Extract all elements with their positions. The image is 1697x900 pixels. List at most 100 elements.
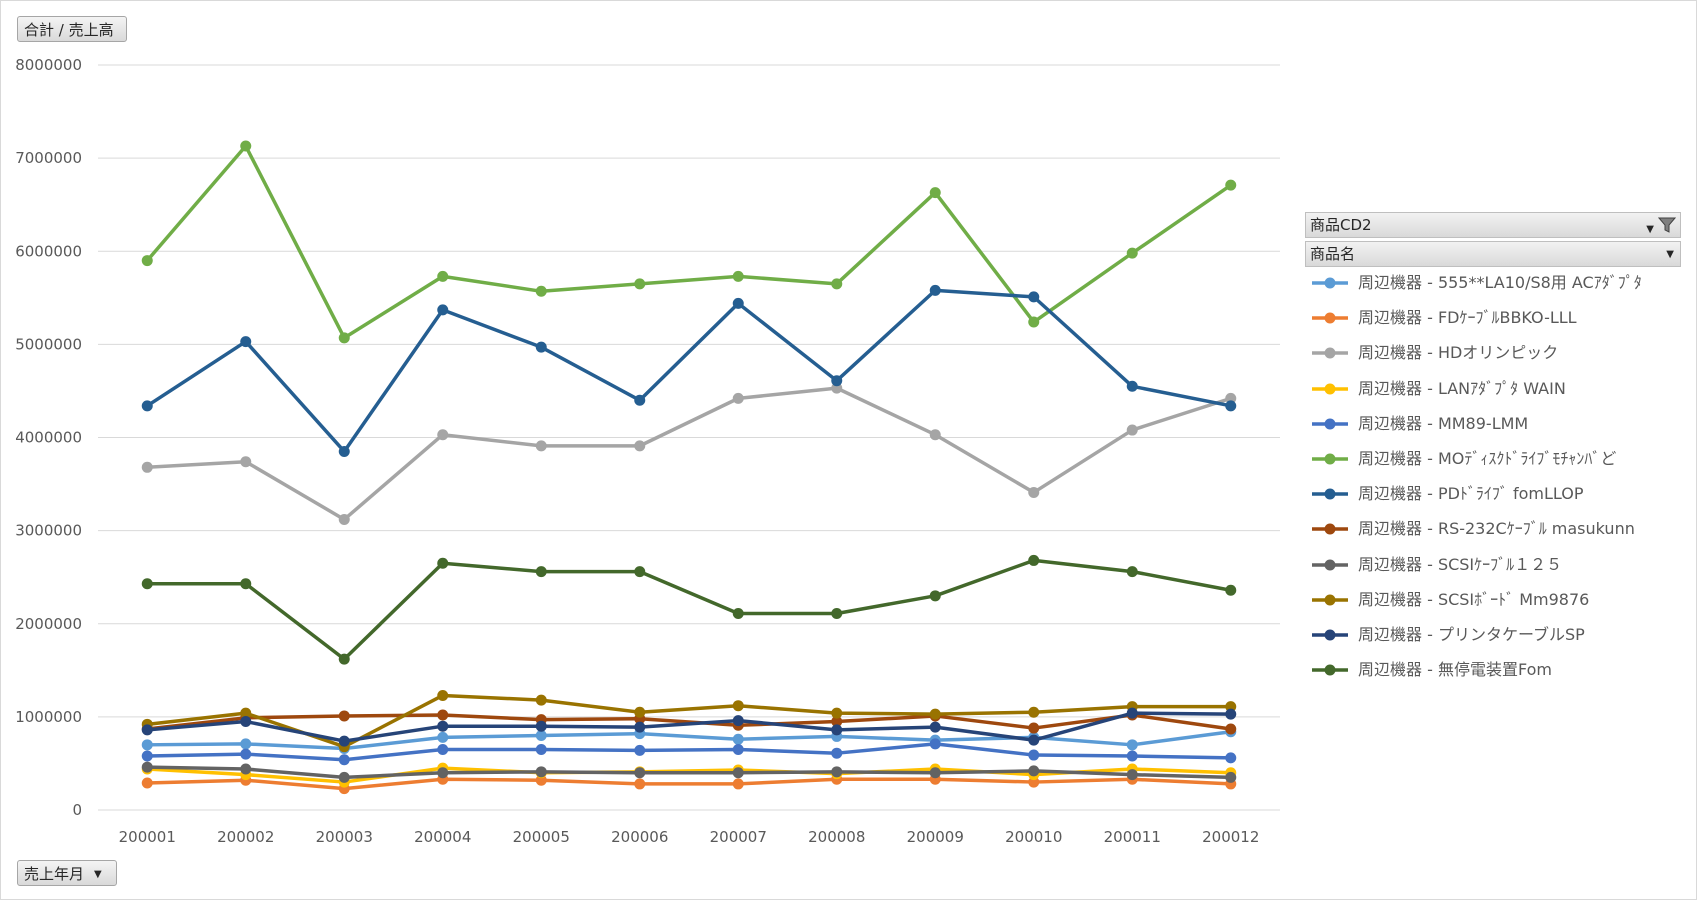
series-12 — [141, 554, 1237, 665]
data-point — [1028, 749, 1040, 761]
series-6 — [141, 140, 1237, 344]
data-point — [338, 754, 350, 766]
data-point — [141, 255, 153, 267]
data-point — [535, 730, 547, 741]
dropdown-arrow-icon: ▼ — [94, 868, 102, 880]
data-point — [141, 461, 153, 473]
data-point — [634, 744, 646, 756]
data-point — [1225, 400, 1237, 412]
legend-label: 周辺機器 - LANｱﾀﾞﾌﾟﾀ WAIN — [1358, 378, 1566, 398]
data-point — [831, 724, 843, 736]
series-lines — [141, 140, 1237, 795]
data-point — [240, 456, 252, 468]
data-point — [141, 777, 153, 789]
data-point — [535, 743, 547, 755]
data-point — [831, 278, 843, 290]
data-point — [141, 724, 153, 736]
legend-swatch-marker — [1324, 594, 1336, 606]
data-point — [1225, 723, 1237, 735]
data-point — [1126, 247, 1138, 259]
legend-swatch — [1312, 629, 1348, 641]
legend-field-cd2-button[interactable]: 商品CD2 ▼ — [1305, 212, 1681, 238]
legend-item: 周辺機器 - RS-232Cｹｰﾌﾞﾙ masukunn — [1310, 516, 1690, 542]
data-point — [1225, 752, 1237, 764]
data-point — [831, 747, 843, 759]
legend-item: 周辺機器 - MOﾃﾞｨｽｸﾄﾞﾗｲﾌﾞﾓﾁｬﾝﾊﾞど — [1310, 446, 1690, 472]
data-point — [929, 590, 941, 602]
data-point — [535, 694, 547, 706]
legend-swatch — [1312, 312, 1348, 324]
legend-label: 周辺機器 - FDｹｰﾌﾞﾙBBKO-LLL — [1358, 308, 1577, 328]
filter-icon — [1657, 216, 1677, 242]
data-point — [1028, 316, 1040, 328]
legend-label: 周辺機器 - PDﾄﾞﾗｲﾌﾞ fomLLOP — [1358, 484, 1584, 504]
legend-label: 周辺機器 - RS-232Cｹｰﾌﾞﾙ masukunn — [1358, 519, 1635, 539]
data-point — [732, 733, 744, 745]
data-point — [929, 284, 941, 296]
data-point — [1225, 771, 1237, 783]
x-tick-label: 200007 — [710, 828, 767, 846]
legend-swatch-marker — [1324, 629, 1336, 641]
legend-swatch — [1312, 523, 1348, 535]
legend-label: 周辺機器 - SCSIﾎﾞｰﾄﾞ Mm9876 — [1358, 589, 1590, 609]
data-point — [338, 710, 350, 722]
axis-field-button[interactable]: 売上年月 ▼ — [17, 860, 117, 886]
legend-label: 周辺機器 - HDオリンピック — [1358, 343, 1559, 363]
data-point — [1028, 291, 1040, 303]
legend-item: 周辺機器 - PDﾄﾞﾗｲﾌﾞ fomLLOP — [1310, 481, 1690, 507]
data-point — [732, 392, 744, 404]
legend-field-name-button[interactable]: 商品名 ▼ — [1305, 241, 1681, 267]
legend-label: 周辺機器 - 555**LA10/S8用 ACｱﾀﾞﾌﾟﾀ — [1358, 273, 1642, 292]
data-point — [634, 767, 646, 779]
data-point — [1028, 765, 1040, 777]
series-line — [145, 730, 1233, 751]
axis-field-label: 売上年月 — [24, 865, 85, 883]
data-point — [437, 767, 449, 779]
y-tick-label: 5000000 — [15, 335, 82, 353]
data-point — [1028, 554, 1040, 566]
value-field-button[interactable]: 合計 / 売上高 — [17, 16, 127, 42]
data-point — [141, 739, 153, 751]
data-point — [338, 735, 350, 747]
data-point — [1225, 708, 1237, 720]
data-point — [240, 716, 252, 728]
legend-item: 周辺機器 - 無停電装置Fom — [1310, 657, 1690, 683]
legend-label: 周辺機器 - MOﾃﾞｨｽｸﾄﾞﾗｲﾌﾞﾓﾁｬﾝﾊﾞど — [1358, 449, 1617, 468]
legend-field-cd2-label: 商品CD2 — [1310, 216, 1372, 234]
data-point — [141, 400, 153, 412]
legend-swatch-marker — [1324, 488, 1336, 500]
data-point — [1028, 722, 1040, 734]
data-point — [732, 778, 744, 790]
legend-item: 周辺機器 - MM89-LMM — [1310, 411, 1690, 437]
legend-swatch-marker — [1324, 418, 1336, 430]
series-7 — [141, 284, 1237, 457]
series-line — [145, 711, 1233, 743]
x-tick-label: 200003 — [316, 828, 373, 846]
data-point — [338, 513, 350, 525]
y-axis-ticks: 0 1000000 2000000 3000000 4000000 5000000 6000… — [15, 56, 82, 819]
data-point — [338, 445, 350, 457]
data-point — [634, 566, 646, 578]
data-point — [1028, 486, 1040, 498]
y-tick-label: 4000000 — [15, 429, 82, 447]
series-line — [145, 766, 1233, 784]
legend-swatch — [1312, 347, 1348, 359]
legend-swatch — [1312, 453, 1348, 465]
y-tick-label: 6000000 — [15, 242, 82, 260]
data-point — [732, 297, 744, 309]
data-point — [1126, 380, 1138, 392]
legend-swatch — [1312, 664, 1348, 676]
data-point — [732, 715, 744, 727]
data-point — [535, 766, 547, 778]
data-point — [831, 707, 843, 719]
data-point — [240, 763, 252, 775]
data-point — [437, 270, 449, 282]
data-point — [1126, 750, 1138, 762]
legend-label: 周辺機器 - MM89-LMM — [1358, 413, 1529, 433]
data-point — [240, 578, 252, 590]
data-point — [141, 578, 153, 590]
data-point — [240, 748, 252, 760]
legend-item: 周辺機器 - SCSIﾎﾞｰﾄﾞ Mm9876 — [1310, 587, 1690, 613]
data-point — [634, 394, 646, 406]
legend-label: 周辺機器 - プリンタケーブルSP — [1358, 625, 1585, 644]
